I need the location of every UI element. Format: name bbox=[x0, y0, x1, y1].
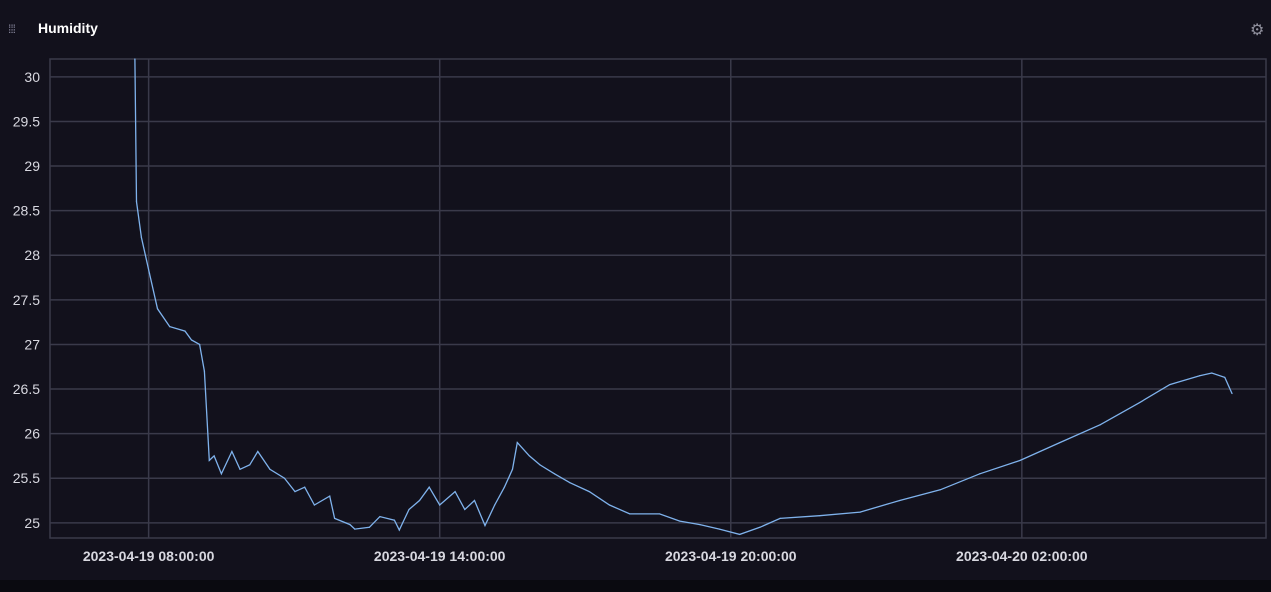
data-point bbox=[1224, 376, 1226, 379]
panel-title: Humidity bbox=[38, 20, 98, 36]
data-point bbox=[134, 58, 136, 60]
y-tick-label: 30 bbox=[24, 69, 40, 85]
drag-handle-icon[interactable]: ⁞⁞⁞ bbox=[8, 22, 16, 36]
y-tick-label: 25.5 bbox=[13, 470, 40, 486]
x-tick-label: 2023-04-19 20:00:00 bbox=[665, 548, 797, 564]
x-tick-label: 2023-04-19 14:00:00 bbox=[374, 548, 506, 564]
data-point bbox=[553, 473, 556, 475]
y-tick-label: 28.5 bbox=[13, 203, 40, 219]
data-point bbox=[313, 504, 315, 506]
data-point bbox=[283, 477, 286, 479]
data-point bbox=[349, 524, 351, 526]
data-point bbox=[1211, 372, 1213, 374]
data-point bbox=[1169, 383, 1171, 386]
y-tick-label: 29 bbox=[24, 158, 40, 174]
data-point bbox=[759, 526, 761, 528]
data-point bbox=[418, 499, 421, 502]
data-point bbox=[439, 504, 441, 506]
y-tick-label: 28 bbox=[24, 247, 40, 263]
data-point bbox=[454, 491, 456, 493]
data-point bbox=[516, 441, 518, 444]
data-point bbox=[156, 308, 159, 310]
data-point bbox=[899, 499, 901, 502]
x-tick-label: 2023-04-19 08:00:00 bbox=[83, 548, 215, 564]
data-point bbox=[203, 370, 206, 372]
humidity-line-chart: 25 25.5 26 26.5 27 27.5 28 28.5 29 29.5 30 2023-04-… bbox=[13, 58, 1267, 564]
data-point bbox=[739, 533, 741, 536]
data-point bbox=[1019, 459, 1021, 461]
bottom-bar bbox=[0, 580, 1271, 592]
data-point bbox=[354, 528, 356, 530]
data-point bbox=[679, 520, 681, 522]
data-point bbox=[1231, 392, 1233, 395]
humidity-panel: ⁞⁞⁞ Humidity ⚙ 25 25.5 26 26.5 27 27.5 28 28.5 2… bbox=[8, 20, 1267, 564]
data-point bbox=[473, 499, 476, 502]
data-point bbox=[939, 489, 941, 491]
gear-icon[interactable]: ⚙ bbox=[1250, 22, 1265, 39]
y-tick-label: 26.5 bbox=[13, 381, 40, 397]
data-point bbox=[239, 468, 241, 470]
data-point bbox=[539, 464, 541, 466]
data-point bbox=[1099, 424, 1101, 426]
data-point bbox=[304, 486, 306, 488]
data-point bbox=[329, 495, 331, 497]
data-point bbox=[494, 504, 496, 506]
data-point bbox=[484, 524, 486, 527]
data-point bbox=[220, 473, 223, 475]
data-point bbox=[1139, 401, 1141, 404]
data-point bbox=[608, 504, 611, 506]
data-point bbox=[1059, 441, 1061, 444]
data-point bbox=[269, 468, 271, 470]
data-point bbox=[511, 468, 514, 470]
y-tick-label: 26 bbox=[24, 426, 40, 442]
y-tick-label: 27 bbox=[24, 336, 40, 352]
data-point bbox=[249, 464, 251, 466]
y-tick-label: 27.5 bbox=[13, 292, 40, 308]
data-point bbox=[198, 343, 201, 346]
data-point bbox=[979, 473, 981, 475]
data-point bbox=[859, 511, 861, 513]
data-point bbox=[208, 459, 210, 461]
data-point bbox=[569, 482, 571, 484]
data-point bbox=[257, 450, 259, 453]
data-point bbox=[213, 455, 215, 457]
data-point bbox=[333, 517, 336, 519]
x-tick-label: 2023-04-20 02:00:00 bbox=[956, 548, 1088, 564]
data-point bbox=[503, 486, 505, 488]
data-point bbox=[659, 513, 661, 515]
data-point bbox=[699, 524, 701, 526]
data-point bbox=[408, 508, 410, 511]
data-point bbox=[231, 450, 233, 453]
data-point bbox=[819, 515, 821, 517]
data-point bbox=[184, 330, 186, 332]
data-point bbox=[294, 491, 296, 493]
data-point bbox=[629, 513, 631, 515]
data-point bbox=[368, 526, 370, 528]
data-point bbox=[190, 339, 193, 341]
data-point bbox=[169, 325, 171, 328]
data-point bbox=[393, 519, 396, 521]
data-point bbox=[528, 455, 531, 457]
data-point bbox=[718, 528, 721, 530]
y-tick-label: 29.5 bbox=[13, 113, 40, 129]
data-point bbox=[779, 517, 781, 519]
data-point bbox=[588, 491, 590, 493]
data-point bbox=[428, 486, 430, 488]
plot-frame bbox=[49, 58, 1267, 539]
data-point bbox=[464, 508, 466, 511]
data-point bbox=[398, 529, 400, 531]
data-point bbox=[1199, 375, 1201, 377]
y-tick-label: 25 bbox=[24, 515, 40, 531]
data-point bbox=[379, 515, 381, 518]
humidity-series-line bbox=[134, 58, 1233, 536]
data-point bbox=[135, 201, 138, 203]
data-point bbox=[148, 272, 151, 274]
data-point bbox=[140, 236, 142, 238]
